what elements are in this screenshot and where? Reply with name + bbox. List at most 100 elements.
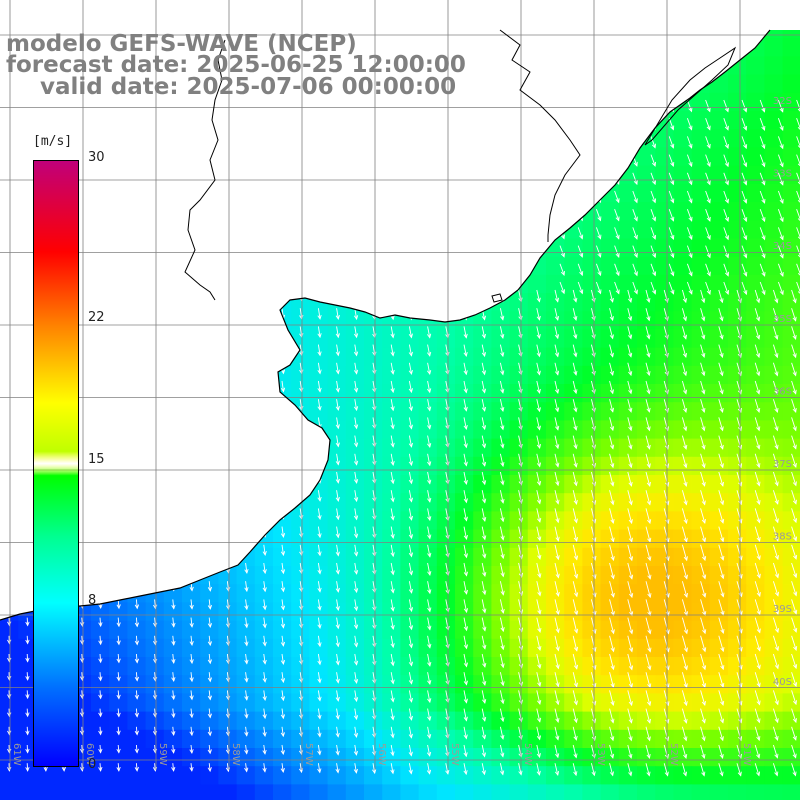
wind-cell	[327, 438, 347, 458]
wind-cell	[709, 766, 729, 785]
wind-cell	[728, 456, 747, 476]
wind-arrow	[718, 708, 725, 724]
wind-cell	[345, 657, 365, 676]
wind-cell	[618, 293, 638, 312]
wind-arrow	[426, 326, 432, 339]
wind-arrow	[536, 744, 541, 759]
wind-cell	[364, 638, 383, 658]
wind-cell	[600, 784, 620, 800]
wind-arrow	[390, 362, 395, 375]
wind-arrow	[207, 726, 212, 737]
wind-arrow	[426, 344, 432, 357]
wind-arrow	[668, 281, 675, 295]
wind-arrow	[572, 380, 578, 395]
wind-cell	[527, 693, 547, 713]
wind-arrow	[390, 763, 395, 775]
wind-cell	[673, 547, 693, 567]
wind-arrow	[463, 744, 468, 758]
wind-arrow	[681, 744, 688, 760]
wind-arrow	[718, 344, 724, 359]
wind-cell	[564, 456, 583, 476]
wind-arrow	[262, 544, 267, 556]
wind-arrow	[572, 690, 578, 706]
wind-cell	[491, 584, 511, 603]
wind-cell	[782, 675, 800, 694]
wind-cell	[691, 547, 711, 567]
wind-cell	[509, 729, 529, 749]
wind-arrow	[772, 708, 779, 724]
wind-cell	[491, 602, 511, 622]
wind-arrow	[668, 154, 675, 168]
wind-arrow	[686, 209, 693, 222]
wind-cell	[600, 438, 620, 458]
wind-arrow	[627, 326, 633, 340]
wind-arrow	[499, 490, 505, 504]
wind-arrow	[536, 599, 542, 615]
wind-arrow	[796, 245, 800, 259]
wind-cell	[637, 529, 656, 549]
wind-cell	[600, 493, 620, 512]
wind-cell	[491, 638, 511, 658]
wind-cell	[709, 183, 729, 203]
wind-cell	[327, 493, 347, 512]
wind-arrow	[317, 490, 322, 502]
wind-cell	[327, 638, 347, 658]
wind-arrow	[632, 190, 638, 204]
wind-cell	[546, 456, 565, 476]
wind-cell	[582, 493, 602, 512]
wind-cell	[455, 456, 474, 476]
wind-cell	[36, 784, 56, 800]
wind-cell	[455, 347, 474, 367]
wind-cell	[109, 638, 128, 658]
wind-cell	[182, 693, 201, 713]
wind-cell	[436, 402, 456, 421]
wind-arrow	[668, 190, 675, 204]
wind-arrow	[718, 690, 725, 706]
wind-cell	[418, 711, 438, 731]
wind-arrow	[353, 490, 359, 503]
wind-arrow	[754, 635, 761, 652]
wind-arrow	[317, 653, 322, 666]
latitude-label: 33S	[773, 169, 792, 180]
wind-arrow	[317, 562, 322, 575]
colorbar-tick-label: 8	[88, 593, 97, 609]
wind-cell	[200, 620, 219, 640]
wind-cell	[436, 602, 456, 622]
wind-cell	[18, 638, 37, 658]
wind-cell	[764, 620, 784, 640]
wind-cell	[600, 748, 620, 767]
wind-arrow	[754, 308, 761, 322]
wind-cell	[546, 529, 565, 549]
wind-cell	[600, 347, 620, 367]
wind-cell	[418, 620, 438, 640]
wind-cell	[618, 402, 638, 421]
wind-cell	[600, 365, 620, 385]
wind-arrow	[700, 508, 706, 525]
wind-arrow	[572, 672, 578, 688]
wind-cell	[637, 511, 656, 531]
wind-arrow	[668, 263, 675, 277]
wind-arrow	[772, 744, 779, 759]
wind-arrow	[317, 708, 322, 720]
wind-arrow	[335, 308, 340, 320]
wind-arrow	[171, 690, 176, 701]
wind-cell	[764, 566, 784, 585]
wind-cell	[546, 493, 565, 512]
wind-arrow	[572, 544, 579, 561]
wind-arrow	[499, 344, 505, 358]
wind-arrow	[353, 635, 359, 648]
wind-arrow	[262, 690, 267, 702]
wind-arrow	[244, 690, 249, 701]
wind-cell	[509, 347, 529, 367]
wind-arrow	[353, 526, 359, 539]
wind-arrow	[353, 617, 359, 630]
wind-cell	[436, 384, 456, 403]
wind-cell	[582, 566, 602, 585]
wind-cell	[764, 711, 784, 731]
wind-arrow	[609, 435, 615, 450]
wind-cell	[546, 638, 565, 658]
wind-arrow	[759, 263, 766, 277]
latitude-label: 37S	[773, 459, 792, 470]
wind-cell	[345, 766, 365, 785]
wind-arrow	[427, 544, 432, 558]
